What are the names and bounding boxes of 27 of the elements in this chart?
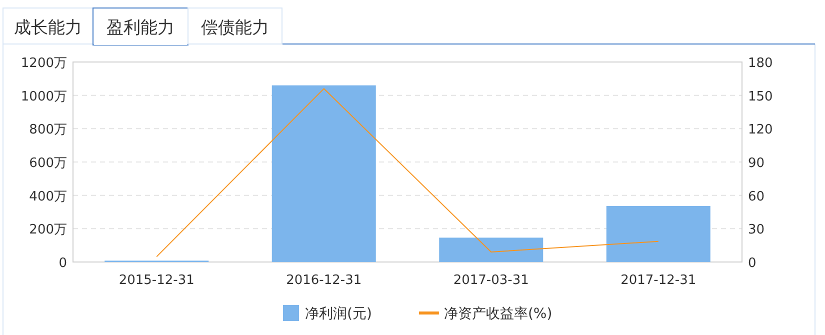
bar	[272, 85, 376, 262]
y2-tick-label: 150	[748, 89, 773, 104]
y2-tick-label: 60	[748, 189, 765, 204]
y-tick-label: 800万	[29, 122, 67, 138]
y-tick-label: 1200万	[20, 56, 67, 71]
text: 盈利能力	[106, 18, 174, 38]
y-tick-label: 400万	[29, 189, 67, 204]
x-tick-label: 2017-03-31	[453, 273, 529, 288]
y-tick-label: 1000万	[20, 89, 67, 104]
y2-tick-label: 0	[748, 256, 756, 271]
bar	[439, 238, 544, 262]
x-tick-label: 2017-12-31	[620, 273, 696, 288]
line-series	[156, 88, 659, 258]
text: 成长能力	[14, 18, 82, 38]
y-tick-label: 200万	[29, 222, 67, 238]
y2-tick-label: 30	[748, 222, 765, 238]
y2-tick-label: 90	[748, 156, 765, 171]
x-tick-label: 2016-12-31	[286, 273, 362, 288]
y-tick-label: 600万	[29, 156, 67, 171]
text: 偿债能力	[201, 18, 269, 38]
legend-label: 净利润(元)	[305, 306, 372, 322]
y2-tick-label: 180	[748, 56, 773, 71]
y2-tick-label: 120	[748, 122, 773, 138]
y-tick-label: 0	[58, 256, 67, 271]
bar	[606, 206, 710, 262]
legend-label: 净资产收益率(%)	[444, 306, 552, 322]
x-tick-label: 2015-12-31	[118, 273, 194, 288]
